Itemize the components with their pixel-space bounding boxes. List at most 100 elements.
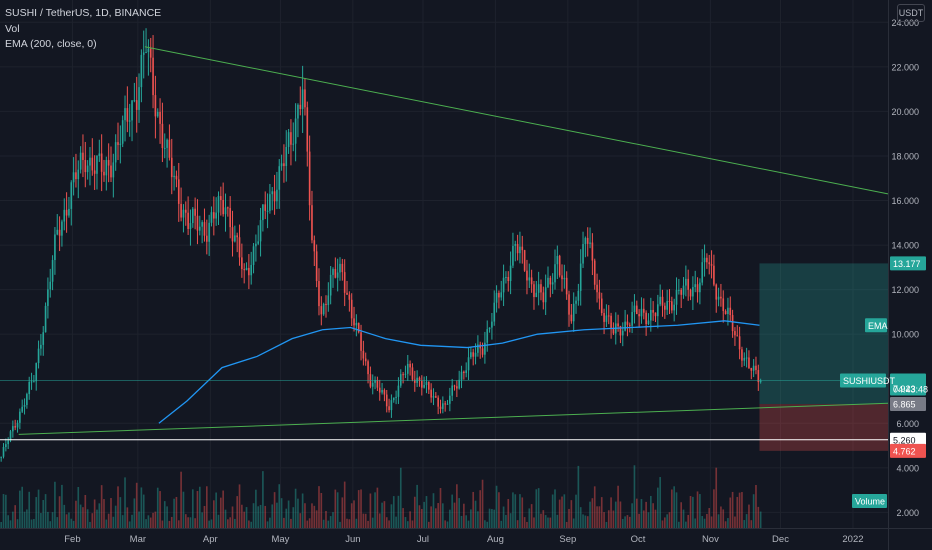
trendline-lower[interactable]	[18, 402, 889, 435]
volume-bar	[82, 507, 84, 528]
candle-body	[689, 289, 692, 297]
candle-body	[465, 370, 468, 373]
volume-bar	[745, 514, 748, 528]
volume-bar	[600, 497, 603, 528]
volume-bar	[210, 519, 213, 528]
volume-bar	[262, 471, 264, 528]
volume-bar	[607, 510, 610, 528]
volume-bar	[182, 491, 185, 528]
candle-body	[177, 179, 180, 204]
candle-body	[184, 209, 187, 213]
candle-body	[201, 222, 203, 227]
volume-bar	[449, 509, 451, 528]
candle-body	[273, 191, 276, 202]
volume-bar	[145, 519, 147, 528]
candle-body	[220, 196, 222, 201]
symbol-title[interactable]: SUSHI / TetherUS, 1D, BINANCE	[5, 7, 162, 19]
candle-body	[168, 139, 171, 158]
candle-body	[645, 312, 647, 325]
volume-bar	[759, 511, 762, 528]
candle-body	[140, 54, 143, 88]
candle-body	[432, 396, 435, 398]
volume-bar	[12, 511, 14, 528]
volume-bar	[138, 511, 140, 528]
ema-indicator-label[interactable]: EMA (200, close, 0)	[5, 38, 97, 50]
volume-bar	[493, 509, 496, 528]
volume-bar	[654, 509, 657, 528]
candle-body	[633, 305, 636, 313]
volume-bar	[456, 484, 458, 528]
candle-body	[98, 153, 101, 157]
volume-bar	[404, 517, 407, 528]
volume-bar	[628, 516, 631, 528]
candle-body	[572, 303, 575, 322]
ema-line	[158, 320, 760, 424]
candle-body	[453, 385, 456, 387]
candle-body	[549, 277, 552, 285]
volume-bar	[512, 492, 514, 528]
volume-bar	[285, 508, 288, 528]
candle-body	[649, 309, 652, 321]
volume-bar	[306, 520, 309, 528]
candle-body	[390, 400, 393, 411]
price-tick-label: 6.000	[896, 419, 919, 429]
currency-unit-button[interactable]: USDT	[897, 4, 925, 22]
candle-body	[227, 207, 229, 209]
volume-bar	[514, 494, 517, 528]
volume-bar	[591, 498, 594, 528]
volume-bar	[142, 494, 145, 528]
candle-body	[154, 95, 157, 117]
volume-bar	[353, 500, 355, 528]
take-profit-tag: 13.177	[893, 259, 921, 269]
volume-bar	[374, 492, 376, 528]
candle-body	[241, 257, 243, 270]
volume-bar	[311, 503, 313, 528]
candle-body	[147, 48, 150, 53]
volume-bar	[430, 506, 432, 528]
trendline-upper[interactable]	[144, 46, 889, 195]
volume-bar	[168, 520, 171, 528]
volume-bar	[505, 514, 507, 528]
candle-body	[276, 189, 278, 202]
stop-loss-tag: 4.762	[893, 446, 916, 456]
candle-body	[399, 374, 402, 386]
volume-bar	[339, 521, 341, 528]
loss-zone[interactable]	[759, 404, 888, 451]
volume-bar	[224, 509, 227, 528]
take-profit-tag-bg	[890, 256, 926, 271]
candle-body	[180, 203, 182, 218]
volume-bar	[184, 514, 187, 528]
volume-bar	[598, 506, 601, 528]
volume-bar	[100, 485, 103, 528]
candle-body	[33, 381, 35, 383]
candle-body	[86, 165, 89, 173]
volume-bar	[635, 498, 638, 528]
candle-body	[250, 264, 253, 276]
volume-bar	[481, 479, 484, 528]
price-tick-label: 2.000	[896, 508, 919, 518]
volume-bar	[7, 515, 9, 528]
vol-indicator-label[interactable]: Vol	[5, 23, 20, 35]
volume-bar	[439, 488, 442, 528]
time-tick-label: Jun	[345, 534, 360, 545]
volume-bar	[675, 492, 678, 528]
volume-bar	[477, 511, 479, 528]
volume-bar	[215, 492, 217, 528]
candle-body	[2, 446, 5, 457]
candle-body	[269, 194, 271, 211]
volume-bar	[126, 507, 129, 528]
volume-bar	[301, 493, 304, 528]
candle-body	[58, 229, 61, 236]
volume-bar	[68, 512, 70, 528]
volume-bar	[523, 517, 526, 528]
volume-bar	[437, 503, 439, 528]
volume-bar	[40, 513, 42, 528]
volume-bar	[465, 515, 468, 528]
candle-body	[694, 284, 697, 288]
volume-bar	[388, 520, 390, 528]
volume-bar	[680, 502, 683, 528]
candle-body	[65, 209, 68, 216]
candle-body	[451, 385, 453, 396]
candle-body	[589, 242, 591, 244]
